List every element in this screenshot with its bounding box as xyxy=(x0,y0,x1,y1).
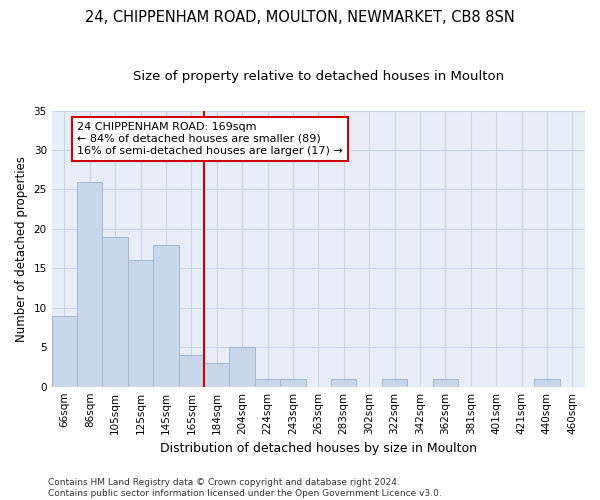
Text: Contains HM Land Registry data © Crown copyright and database right 2024.
Contai: Contains HM Land Registry data © Crown c… xyxy=(48,478,442,498)
Bar xyxy=(382,379,407,386)
Bar xyxy=(534,379,560,386)
Bar xyxy=(280,379,305,386)
Bar xyxy=(153,244,179,386)
Bar xyxy=(331,379,356,386)
Bar xyxy=(103,237,128,386)
Bar xyxy=(255,379,280,386)
X-axis label: Distribution of detached houses by size in Moulton: Distribution of detached houses by size … xyxy=(160,442,477,455)
Bar xyxy=(77,182,103,386)
Bar xyxy=(229,347,255,387)
Bar xyxy=(433,379,458,386)
Text: 24 CHIPPENHAM ROAD: 169sqm
← 84% of detached houses are smaller (89)
16% of semi: 24 CHIPPENHAM ROAD: 169sqm ← 84% of deta… xyxy=(77,122,343,156)
Bar xyxy=(52,316,77,386)
Bar xyxy=(128,260,153,386)
Bar xyxy=(204,363,229,386)
Title: Size of property relative to detached houses in Moulton: Size of property relative to detached ho… xyxy=(133,70,504,83)
Text: 24, CHIPPENHAM ROAD, MOULTON, NEWMARKET, CB8 8SN: 24, CHIPPENHAM ROAD, MOULTON, NEWMARKET,… xyxy=(85,10,515,25)
Bar xyxy=(179,355,204,386)
Y-axis label: Number of detached properties: Number of detached properties xyxy=(15,156,28,342)
